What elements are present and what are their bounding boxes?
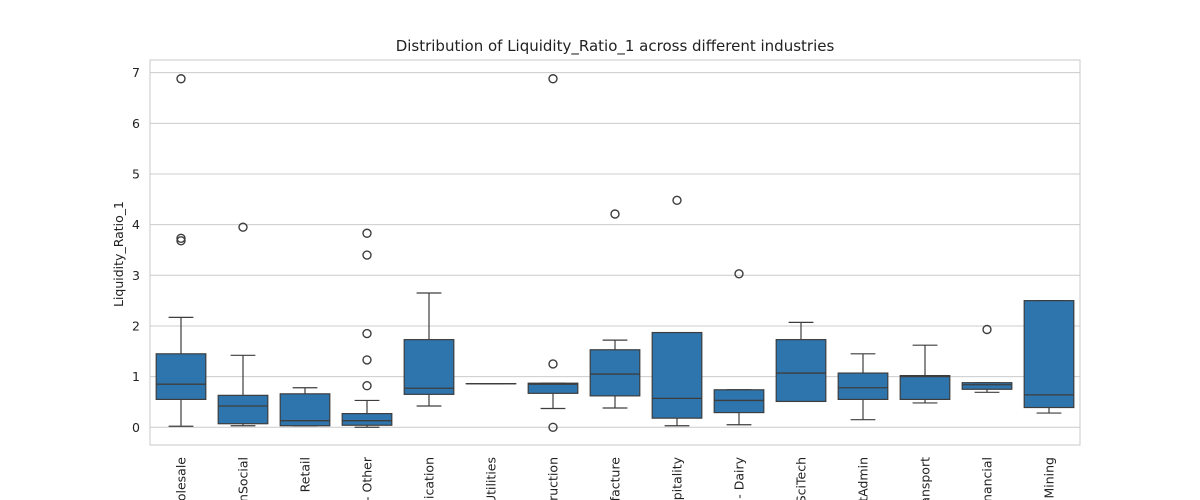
box-iqr [1023,300,1075,409]
outlier-point [362,355,372,365]
x-tick-label: nancial [980,457,995,500]
box-iqr [899,374,951,401]
x-tick-label: tAdmin [856,457,871,500]
box-iqr [651,331,703,419]
y-tick-labels: 0 1 2 3 4 5 6 7 [132,65,140,435]
outlier-point [362,250,372,260]
outlier-point [548,422,558,432]
outlier-point [238,222,248,232]
x-tick-label: olesale [174,457,189,500]
y-tick-label: 5 [132,166,140,181]
x-tick-label: nSocial [236,457,251,500]
box-iqr [961,382,1013,390]
box-group [527,74,579,432]
x-tick-label: - Dairy [732,456,747,498]
outlier-point [362,328,372,339]
box-iqr [403,339,455,395]
outlier-point [672,195,682,206]
box-iqr [837,372,889,401]
y-tick-label: 4 [132,217,140,232]
plot-frame [149,59,1081,446]
box-group [775,321,827,403]
box-group [713,269,765,426]
box-iqr [713,389,765,414]
box-group [279,387,331,427]
x-tick-label: Mining [1042,457,1057,499]
x-tick-label: truction [546,457,561,500]
outlier-point [548,359,558,369]
y-axis-label: Liquidity_Ratio_1 [111,201,126,307]
box-group [217,222,269,427]
box-group [589,209,641,409]
x-tick-label: - Other [360,456,375,500]
box-series [155,74,1075,432]
x-tick-label: Retail [298,457,313,492]
box-group [403,292,455,407]
box-iqr [217,394,269,425]
box-iqr [341,412,393,426]
outlier-point [734,269,744,279]
outlier-point [982,324,992,335]
outlier-point [362,381,372,391]
box-group [961,324,1013,393]
box-group [341,228,393,428]
x-tick-labels: olesale nSocial Retail - Other uication Utili… [174,456,1057,500]
outlier-point [548,74,558,84]
y-tick-label: 0 [132,420,140,435]
box-group [1023,300,1075,414]
x-tick-label: SciTech [794,457,809,500]
y-tick-label: 1 [132,369,140,384]
y-tick-label: 6 [132,116,140,131]
x-tick-label: Utilities [484,457,499,500]
outlier-point [610,209,620,219]
box-group [155,74,207,427]
box-group [837,353,889,421]
outlier-point [176,233,186,244]
box-iqr [775,339,827,403]
outlier-point [176,74,186,84]
y-tick-label: 7 [132,65,140,80]
x-tick-label: spitality [670,456,685,500]
box-iqr [589,349,641,397]
y-tick-label: 3 [132,268,140,283]
box-iqr [527,382,579,394]
outlier-point [362,228,372,238]
outlier-point [176,236,186,246]
box-group [899,344,951,404]
box-iqr [155,353,207,401]
grid-lines [150,72,1080,428]
chart-title: Distribution of Liquidity_Ratio_1 across… [396,37,835,56]
x-tick-label: uication [422,457,437,500]
x-tick-label: ansport [918,457,933,500]
box-group [651,195,703,427]
x-tick-label: facture [608,457,623,500]
y-tick-label: 2 [132,318,140,333]
